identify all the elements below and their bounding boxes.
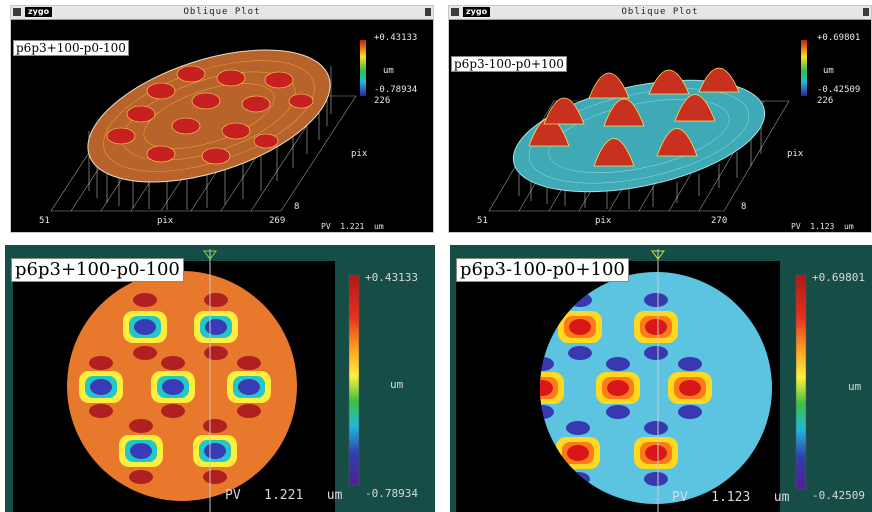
oblique-plot-window-2: zygo Oblique Plot p6p3-100-p0+100 bbox=[448, 5, 872, 233]
surface-bumps bbox=[106, 65, 314, 165]
pv-value: 1.221 bbox=[340, 222, 365, 231]
pv-value: 1.123 bbox=[810, 222, 835, 231]
scale-min: -0.42509 bbox=[817, 85, 861, 95]
pv-readout: PV 1.123 um bbox=[672, 490, 789, 505]
scale-unit: um bbox=[390, 378, 404, 391]
contour-map bbox=[456, 249, 807, 512]
y-axis-start: 8 bbox=[294, 202, 300, 212]
colorbar bbox=[801, 40, 807, 96]
x-axis-start: 51 bbox=[477, 216, 488, 226]
pv-readout: PV 1.221 um bbox=[321, 222, 384, 231]
colorbar bbox=[348, 274, 360, 486]
window-title: Oblique Plot bbox=[621, 7, 699, 17]
profile-marker-icon[interactable] bbox=[203, 250, 217, 260]
pv-unit: um bbox=[326, 488, 343, 503]
scale-min: -0.42509 bbox=[812, 489, 865, 502]
cell-pattern bbox=[540, 311, 712, 469]
oblique-surface-plot bbox=[50, 40, 366, 212]
x-axis-end: 269 bbox=[269, 216, 286, 226]
pv-unit: um bbox=[773, 490, 790, 505]
oblique-plot-window-1: zygo Oblique Plot p6p3+100-p0-100 bbox=[10, 5, 434, 233]
zygo-logo: zygo bbox=[463, 7, 491, 17]
colorbar bbox=[360, 40, 366, 96]
profile-marker-icon[interactable] bbox=[651, 250, 665, 260]
cell-pattern bbox=[79, 311, 271, 467]
y-axis-start: 8 bbox=[741, 202, 747, 212]
scale-unit: um bbox=[383, 66, 394, 76]
scale-count: 226 bbox=[817, 96, 834, 106]
scale-max: +0.43133 bbox=[365, 271, 418, 284]
window-menu-button[interactable] bbox=[13, 8, 21, 16]
window-menu-button[interactable] bbox=[451, 8, 459, 16]
pv-unit: um bbox=[374, 222, 384, 231]
contour-map bbox=[13, 249, 360, 512]
surface-bumps bbox=[528, 67, 740, 167]
pv-readout: PV 1.123 um bbox=[791, 222, 854, 231]
x-axis-label: pix bbox=[157, 216, 174, 226]
scale-min: -0.78934 bbox=[365, 487, 418, 500]
zygo-logo: zygo bbox=[25, 7, 53, 17]
disk-surface bbox=[87, 49, 331, 183]
scale-unit: um bbox=[848, 380, 862, 393]
pv-readout: PV 1.221 um bbox=[225, 488, 342, 503]
window-titlebar: zygo Oblique Plot bbox=[11, 6, 433, 20]
contour-map-window-2: p6p3-100-p0+100 +0.69801 um -0.42509 PV … bbox=[450, 245, 872, 512]
sample-label: p6p3+100-p0-100 bbox=[13, 40, 129, 56]
x-axis-label: pix bbox=[595, 216, 612, 226]
spot-pattern bbox=[89, 293, 261, 484]
scale-count: 226 bbox=[374, 96, 391, 106]
y-axis-label: pix bbox=[787, 149, 804, 159]
scale-max: +0.43133 bbox=[374, 33, 418, 43]
scale-unit: um bbox=[823, 66, 834, 76]
window-minimize-button[interactable] bbox=[425, 8, 431, 16]
pv-label: PV bbox=[225, 488, 241, 503]
pv-value: 1.221 bbox=[264, 488, 304, 503]
window-minimize-button[interactable] bbox=[863, 8, 869, 16]
pv-label: PV bbox=[321, 222, 331, 231]
pv-unit: um bbox=[844, 222, 854, 231]
window-titlebar: zygo Oblique Plot bbox=[449, 6, 871, 20]
scale-min: -0.78934 bbox=[374, 85, 418, 95]
sample-label: p6p3-100-p0+100 bbox=[456, 258, 629, 282]
window-title: Oblique Plot bbox=[183, 7, 261, 17]
colorbar bbox=[795, 274, 807, 490]
sample-label: p6p3-100-p0+100 bbox=[451, 56, 567, 72]
scale-max: +0.69801 bbox=[812, 271, 865, 284]
scale-max: +0.69801 bbox=[817, 33, 861, 43]
pv-label: PV bbox=[791, 222, 801, 231]
y-axis-label: pix bbox=[351, 149, 368, 159]
sample-label: p6p3+100-p0-100 bbox=[11, 258, 184, 282]
x-axis-start: 51 bbox=[39, 216, 50, 226]
pv-value: 1.123 bbox=[711, 490, 751, 505]
pv-label: PV bbox=[672, 490, 688, 505]
oblique-surface-plot bbox=[488, 40, 807, 212]
contour-map-window-1: p6p3+100-p0-100 +0.43133 um -0.78934 PV … bbox=[5, 245, 435, 512]
x-axis-end: 270 bbox=[711, 216, 728, 226]
